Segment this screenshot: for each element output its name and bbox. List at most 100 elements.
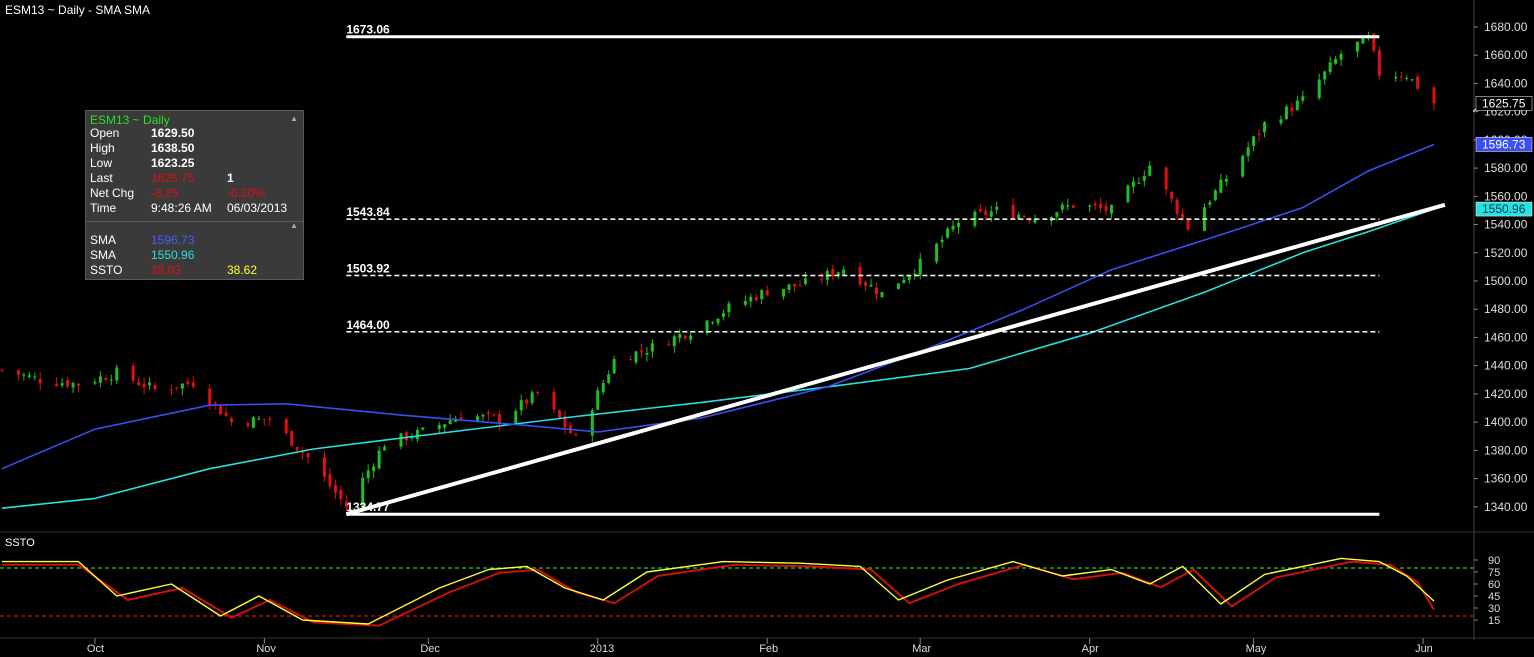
y-tick-label: 1480.00 xyxy=(1484,302,1528,316)
candle-body xyxy=(896,283,900,290)
candle-body xyxy=(295,446,299,451)
ssto-d-value: 28.03 xyxy=(151,263,182,277)
candle-body xyxy=(1279,119,1283,124)
candle-body xyxy=(486,412,490,414)
sma-slow-flag: 1550.96 xyxy=(1482,202,1526,216)
candle-body xyxy=(590,410,594,436)
sma-slow-flag-bg xyxy=(1475,201,1533,217)
ssto-tick-label: 75 xyxy=(1488,567,1500,579)
y-tick-label: 1680.00 xyxy=(1484,20,1528,34)
candle-body xyxy=(727,303,731,313)
row-sma-slow: SMA 1550.96 xyxy=(90,248,299,263)
candle-body xyxy=(251,417,255,428)
candle-body xyxy=(1066,205,1070,207)
level-label: 1503.92 xyxy=(346,261,390,275)
data-window[interactable]: ▲ ESM13 ~ Daily Open 1629.50 High 1638.5… xyxy=(85,110,304,280)
row-high: High 1638.50 xyxy=(90,141,299,156)
time-label: Time xyxy=(90,201,117,215)
candle-body xyxy=(1110,205,1114,214)
candle-body xyxy=(869,284,873,287)
candle-body xyxy=(1104,205,1108,211)
row-net-chg: Net Chg -3.25 -0.20% xyxy=(90,186,299,201)
candle-body xyxy=(1372,33,1376,51)
x-tick-label: Feb xyxy=(759,643,778,655)
candle-body xyxy=(596,390,600,410)
candle-body xyxy=(142,383,146,388)
candle-body xyxy=(667,344,671,346)
candle-body xyxy=(1137,182,1141,184)
candle-body xyxy=(230,418,234,423)
candle-body xyxy=(1148,165,1152,176)
candle-body xyxy=(563,416,567,428)
candle-body xyxy=(1290,107,1294,112)
candle-body xyxy=(1295,100,1299,110)
candle-body xyxy=(749,296,753,302)
candle-body xyxy=(1219,179,1223,193)
ssto-d-line xyxy=(2,560,1435,627)
candle-body xyxy=(33,376,37,378)
candle-body xyxy=(1252,136,1256,147)
candle-body xyxy=(1186,220,1190,230)
candle-body xyxy=(978,209,982,212)
candle-body xyxy=(678,334,682,339)
candle-body xyxy=(639,350,643,352)
candle-body xyxy=(612,359,616,374)
ssto-tick-label: 45 xyxy=(1488,591,1500,603)
candle-body xyxy=(1361,35,1365,44)
date-value: 06/03/2013 xyxy=(227,201,288,215)
net-chg-percent: -0.20% xyxy=(227,186,266,200)
candle-body xyxy=(1246,147,1250,157)
candle-body xyxy=(1339,53,1343,60)
candle-body xyxy=(743,300,747,305)
candle-body xyxy=(98,376,102,383)
x-tick-label: 2013 xyxy=(590,643,614,655)
chart-title: ESM13 ~ Daily - SMA SMA xyxy=(5,3,151,17)
candle-body xyxy=(328,474,332,487)
row-low: Low 1623.25 xyxy=(90,156,299,171)
candle-body xyxy=(1334,59,1338,64)
sma-fast-flag: 1596.73 xyxy=(1482,137,1526,151)
candle-body xyxy=(1126,185,1130,203)
candle-body xyxy=(1181,213,1185,218)
candle-body xyxy=(765,290,769,296)
candle-body xyxy=(1022,216,1026,218)
candle-body xyxy=(27,375,31,377)
x-tick-label: Nov xyxy=(256,643,276,655)
candle-body xyxy=(754,296,758,301)
candle-body xyxy=(1432,87,1436,104)
candle-body xyxy=(782,289,786,297)
candle-body xyxy=(322,457,326,477)
candle-body xyxy=(208,388,212,405)
ssto-tick-label: 30 xyxy=(1488,603,1500,615)
candle-body xyxy=(104,377,108,381)
candle-body xyxy=(918,258,922,275)
ssto-tick-label: 90 xyxy=(1488,555,1500,567)
ssto-k-line xyxy=(2,557,1435,625)
candle-body xyxy=(601,383,605,393)
sma-slow-label: SMA xyxy=(90,248,117,262)
candle-body xyxy=(1355,41,1359,52)
open-value: 1629.50 xyxy=(151,126,195,140)
candle-body xyxy=(1017,214,1021,219)
collapse-indicators-icon[interactable]: ▲ xyxy=(290,221,298,230)
y-tick-label: 1660.00 xyxy=(1484,48,1528,62)
candle-body xyxy=(875,287,879,295)
candle-body xyxy=(169,389,173,391)
y-tick-label: 1460.00 xyxy=(1484,330,1528,344)
candle-body xyxy=(344,501,348,508)
candle-body xyxy=(16,369,20,375)
candle-body xyxy=(530,392,534,404)
collapse-icon[interactable]: ▲ xyxy=(290,114,298,123)
candle-body xyxy=(721,313,725,317)
candle-body xyxy=(607,374,611,383)
candle-body xyxy=(71,382,75,388)
candle-body xyxy=(831,269,835,277)
y-tick-label: 1540.00 xyxy=(1484,218,1528,232)
net-chg-label: Net Chg xyxy=(90,186,135,200)
high-label: High xyxy=(90,141,115,155)
data-window-header: ESM13 ~ Daily xyxy=(90,113,170,127)
x-tick-label: Oct xyxy=(87,643,104,655)
candle-body xyxy=(383,446,387,451)
ssto-tick-label: 60 xyxy=(1488,579,1500,591)
candle-body xyxy=(1131,181,1135,187)
